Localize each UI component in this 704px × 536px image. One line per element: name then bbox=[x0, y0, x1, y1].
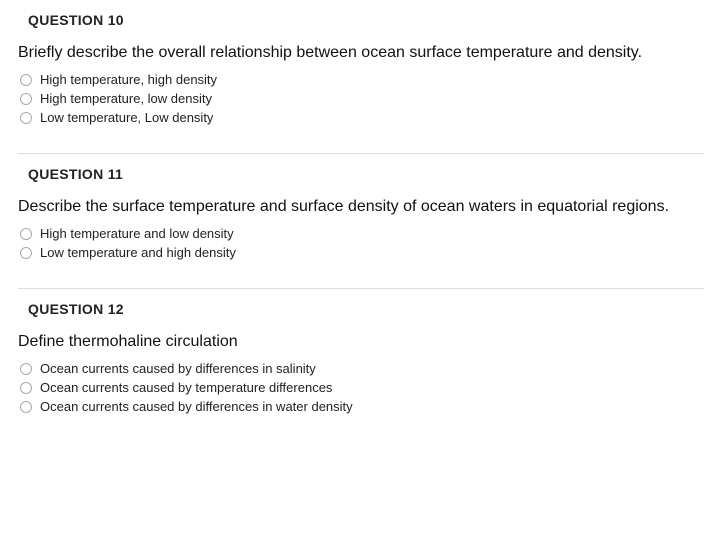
radio-icon[interactable] bbox=[20, 228, 32, 240]
question-10-block: QUESTION 10 Briefly describe the overall… bbox=[0, 0, 704, 153]
radio-icon[interactable] bbox=[20, 247, 32, 259]
question-11-block: QUESTION 11 Describe the surface tempera… bbox=[0, 154, 704, 288]
option-label: Ocean currents caused by differences in … bbox=[40, 399, 353, 414]
radio-icon[interactable] bbox=[20, 401, 32, 413]
question-10-prompt: Briefly describe the overall relationshi… bbox=[18, 44, 686, 62]
radio-icon[interactable] bbox=[20, 382, 32, 394]
option-label: Ocean currents caused by differences in … bbox=[40, 361, 316, 376]
question-12-prompt: Define thermohaline circulation bbox=[18, 333, 686, 351]
question-11-option-0[interactable]: High temperature and low density bbox=[18, 226, 686, 241]
question-11-title: QUESTION 11 bbox=[18, 166, 686, 182]
question-12-title: QUESTION 12 bbox=[18, 301, 686, 317]
radio-icon[interactable] bbox=[20, 363, 32, 375]
radio-icon[interactable] bbox=[20, 93, 32, 105]
option-label: Ocean currents caused by temperature dif… bbox=[40, 380, 332, 395]
question-10-option-0[interactable]: High temperature, high density bbox=[18, 72, 686, 87]
question-10-option-2[interactable]: Low temperature, Low density bbox=[18, 110, 686, 125]
question-11-prompt: Describe the surface temperature and sur… bbox=[18, 198, 686, 216]
question-12-option-1[interactable]: Ocean currents caused by temperature dif… bbox=[18, 380, 686, 395]
question-12-option-0[interactable]: Ocean currents caused by differences in … bbox=[18, 361, 686, 376]
radio-icon[interactable] bbox=[20, 112, 32, 124]
option-label: High temperature, high density bbox=[40, 72, 217, 87]
radio-icon[interactable] bbox=[20, 74, 32, 86]
question-12-option-2[interactable]: Ocean currents caused by differences in … bbox=[18, 399, 686, 414]
question-11-option-1[interactable]: Low temperature and high density bbox=[18, 245, 686, 260]
option-label: High temperature, low density bbox=[40, 91, 212, 106]
option-label: Low temperature and high density bbox=[40, 245, 236, 260]
option-label: Low temperature, Low density bbox=[40, 110, 213, 125]
question-10-option-1[interactable]: High temperature, low density bbox=[18, 91, 686, 106]
question-10-title: QUESTION 10 bbox=[18, 12, 686, 28]
question-12-block: QUESTION 12 Define thermohaline circulat… bbox=[0, 289, 704, 442]
option-label: High temperature and low density bbox=[40, 226, 234, 241]
